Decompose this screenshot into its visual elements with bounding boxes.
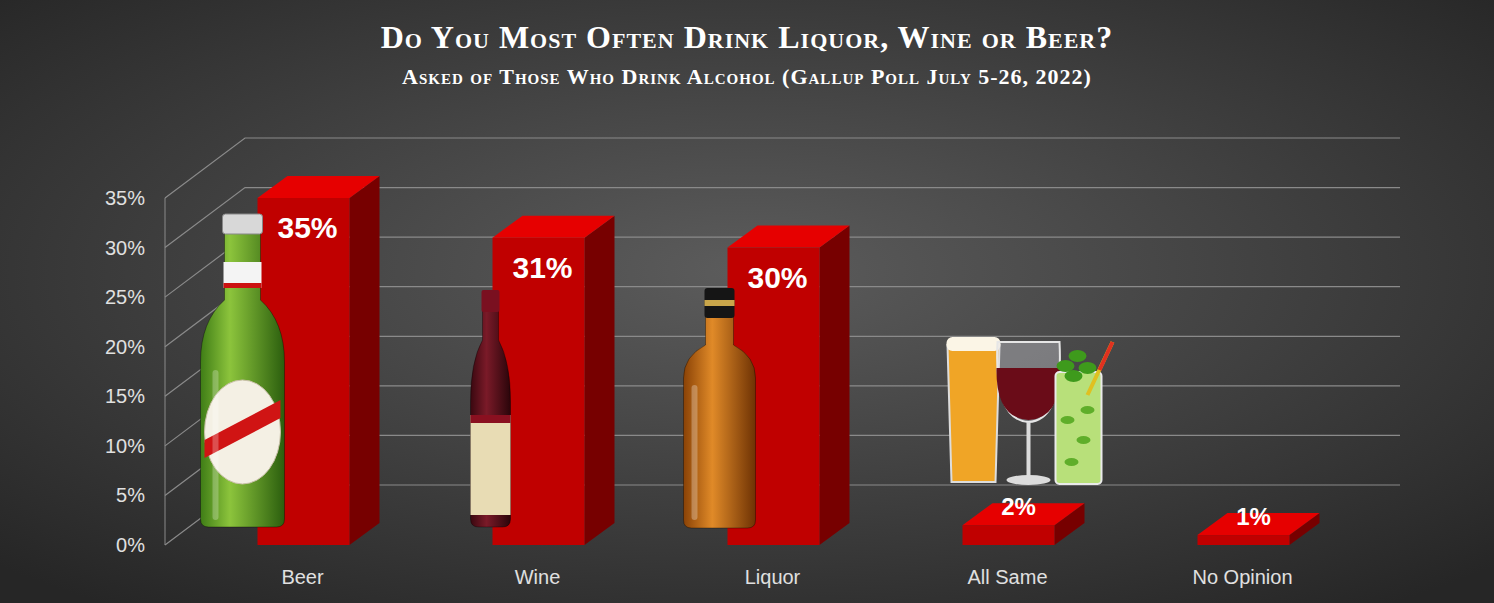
- chart-svg: Do You Most Often Drink Liquor, Wine or …: [0, 0, 1494, 603]
- bottle-shine: [213, 370, 219, 520]
- mint-leaf: [1081, 406, 1095, 414]
- wine-fill: [996, 368, 1060, 420]
- axis-line: [165, 198, 166, 545]
- bottle: [684, 316, 756, 528]
- bottle-shine: [692, 385, 698, 520]
- data-label: 2%: [1001, 493, 1036, 520]
- bar-front: [1198, 535, 1290, 545]
- bottle-cap-band: [705, 300, 735, 306]
- category-label: No Opinion: [1192, 566, 1292, 588]
- tick-label: 30%: [105, 237, 145, 259]
- icons: [201, 214, 1113, 528]
- mint-leaf: [1069, 350, 1087, 362]
- mint-leaf: [1061, 416, 1075, 424]
- tick-label: 20%: [105, 336, 145, 358]
- bottle-label: [471, 415, 511, 423]
- category-label: Beer: [281, 566, 324, 588]
- mint-leaf: [1065, 458, 1079, 466]
- data-label: 31%: [512, 251, 572, 284]
- bottle: [471, 300, 511, 527]
- chart-root: Do You Most Often Drink Liquor, Wine or …: [0, 0, 1494, 603]
- bar-top: [493, 216, 615, 238]
- bar-top: [728, 226, 850, 248]
- bar-top: [258, 176, 380, 198]
- bottle: [201, 232, 285, 527]
- bottle-label: [471, 415, 511, 515]
- bottle-label: [224, 283, 262, 288]
- title: Do You Most Often Drink Liquor, Wine or …: [381, 19, 1114, 55]
- tick-label: 5%: [116, 484, 145, 506]
- bottle-cap: [223, 214, 263, 234]
- bottle-cap: [705, 288, 735, 318]
- tick-label: 0%: [116, 534, 145, 556]
- tick-label: 10%: [105, 435, 145, 457]
- mojito-glass: [1056, 372, 1102, 484]
- bottle-cap: [482, 290, 500, 312]
- data-label: 30%: [747, 261, 807, 294]
- straw: [1100, 342, 1113, 370]
- bar-side: [350, 176, 380, 545]
- bar-side: [585, 216, 615, 545]
- subtitle: Asked of Those Who Drink Alcohol (Gallup…: [402, 64, 1092, 89]
- wine-stem: [1027, 422, 1031, 477]
- tick-label: 35%: [105, 187, 145, 209]
- beer-foam: [947, 337, 1001, 351]
- category-label: All Same: [967, 566, 1047, 588]
- mint-leaf: [1077, 436, 1091, 444]
- tick-label: 15%: [105, 385, 145, 407]
- category-labels: Beer Wine Liquor All Same No Opinion: [281, 566, 1292, 588]
- mint-leaf: [1079, 362, 1097, 374]
- bar-side: [820, 226, 850, 545]
- category-label: Liquor: [745, 566, 801, 588]
- data-labels: 35% 31% 30% 2% 1%: [277, 211, 1270, 530]
- mint-leaf: [1065, 370, 1083, 382]
- grid: 0% 5% 10% 15% 20% 25% 30% 35%: [105, 138, 1400, 556]
- bar-front: [963, 525, 1055, 545]
- background: [0, 0, 1494, 603]
- data-label: 35%: [277, 211, 337, 244]
- grid-line: [165, 138, 1400, 198]
- bars: [258, 176, 1320, 545]
- wine-base: [1007, 475, 1051, 485]
- beer-glass: [948, 345, 1000, 482]
- bottle-label: [224, 262, 262, 288]
- tick-label: 25%: [105, 286, 145, 308]
- wine-glass: [997, 342, 1060, 422]
- category-label: Wine: [515, 566, 561, 588]
- data-label: 1%: [1236, 503, 1271, 530]
